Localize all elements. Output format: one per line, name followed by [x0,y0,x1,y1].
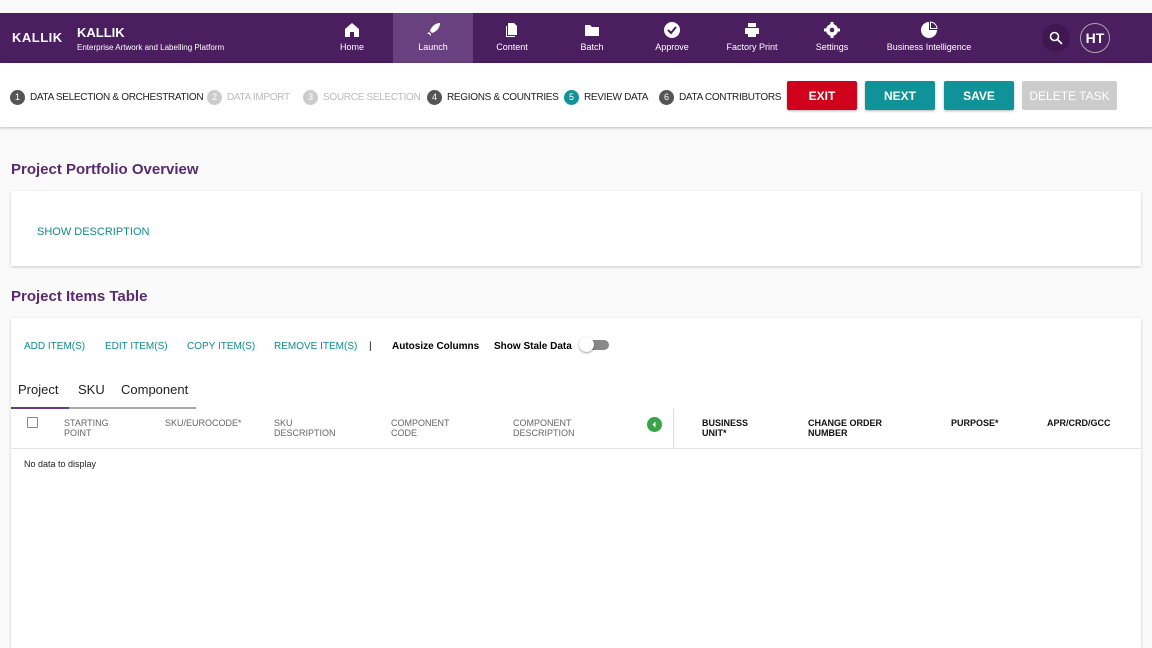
items-card: ADD ITEM(S) EDIT ITEM(S) COPY ITEM(S) RE… [11,318,1141,648]
next-button[interactable]: NEXT [865,81,935,110]
column-header: CHANGE ORDER NUMBER [808,418,883,438]
nav-label: Home [339,42,364,52]
home-icon [345,23,359,37]
search-icon [1049,31,1063,45]
exit-button[interactable]: EXIT [787,81,857,110]
kallik-logo[interactable]: KALLIK [12,30,63,45]
add-items-button[interactable]: ADD ITEM(S) [24,341,86,352]
gear-icon [824,22,840,38]
column-header: SKU/EUROCODE* [165,418,242,428]
show-stale-data-label: Show Stale Data [494,341,572,352]
step-6[interactable]: 6 DATA CONTRIBUTORS [659,90,781,105]
nav-settings[interactable]: Settings [792,13,872,63]
step-label: REGIONS & COUNTRIES [447,92,559,103]
step-label: REVIEW DATA [584,92,649,103]
collapse-columns-button[interactable] [647,417,662,432]
top-nav-bar: KALLIK KALLIK Enterprise Artwork and Lab… [0,13,1152,63]
empty-table-message: No data to display [24,459,97,469]
step-number: 4 [427,90,442,105]
delete-task-button[interactable]: DELETE TASK [1022,81,1117,110]
nav-factory-print[interactable]: Factory Print [712,13,792,63]
column-header: BUSINESS UNIT* [702,418,749,438]
column-header: APR/CRD/GCC [1047,418,1111,428]
nav-label: Batch [580,42,604,52]
nav-label: Settings [815,42,849,52]
folder-icon [585,25,599,36]
copy-items-button[interactable]: COPY ITEM(S) [187,341,256,352]
nav-content[interactable]: Content [472,13,552,63]
brand-name: KALLIK [77,25,125,40]
tab-sku[interactable]: SKU [78,382,105,397]
nav-home[interactable]: Home [312,13,392,63]
step-2[interactable]: 2 DATA IMPORT [207,90,290,105]
items-table-title: Project Items Table [11,288,148,305]
column-header: SKU DESCRIPTION [274,418,336,438]
wizard-stepper: 1 DATA SELECTION & ORCHESTRATION 2 DATA IMP… [0,63,1152,127]
step-5[interactable]: 5 REVIEW DATA [564,90,648,105]
printer-icon [745,23,759,37]
nav-launch[interactable]: Launch [393,13,473,63]
save-button[interactable]: SAVE [944,81,1014,110]
caret-left-icon [652,421,656,428]
tab-underline [11,407,196,409]
tab-component[interactable]: Component [121,382,189,397]
pinned-divider [673,409,674,449]
column-header: PURPOSE* [951,418,999,428]
tab-project[interactable]: Project [18,382,59,397]
column-header: COMPONENT DESCRIPTION [513,418,575,438]
portfolio-title: Project Portfolio Overview [11,161,199,178]
portfolio-card: SHOW DESCRIPTION [11,191,1141,266]
column-header: STARTING POINT [64,418,109,438]
step-1[interactable]: 1 DATA SELECTION & ORCHESTRATION [10,90,204,105]
nav-business-intelligence[interactable]: Business Intelligence [879,13,979,63]
check-circle-icon [664,22,680,38]
step-number: 5 [564,90,579,105]
show-stale-data-toggle[interactable] [579,337,609,352]
step-number: 1 [10,90,25,105]
nav-label: Business Intelligence [886,42,972,52]
rocket-icon [427,23,440,36]
document-icon [506,23,517,37]
nav-label: Launch [418,42,448,52]
nav-approve[interactable]: Approve [632,13,712,63]
column-header: COMPONENT CODE [391,418,450,438]
edit-items-button[interactable]: EDIT ITEM(S) [105,341,168,352]
brand-tagline: Enterprise Artwork and Labelling Platfor… [77,43,225,52]
nav-batch[interactable]: Batch [552,13,632,63]
separator: | [369,341,372,352]
step-label: DATA CONTRIBUTORS [679,92,782,103]
autosize-columns-button[interactable]: Autosize Columns [392,341,480,352]
user-avatar[interactable]: HT [1080,23,1110,53]
pie-chart-icon [921,21,938,38]
step-label: DATA SELECTION & ORCHESTRATION [30,92,204,103]
search-button[interactable] [1042,24,1070,52]
step-3[interactable]: 3 SOURCE SELECTION [303,90,421,105]
show-description-link[interactable]: SHOW DESCRIPTION [37,226,150,238]
step-label: SOURCE SELECTION [323,92,421,103]
nav-label: Content [496,42,528,52]
table-header: STARTING POINT SKU/EUROCODE* SKU DESCRIPTI… [11,409,1141,449]
remove-items-button[interactable]: REMOVE ITEM(S) [274,341,358,352]
select-all-checkbox[interactable] [27,417,38,428]
step-number: 2 [207,90,222,105]
nav-label: Factory Print [726,42,778,52]
nav-label: Approve [655,42,689,52]
step-label: DATA IMPORT [227,92,290,103]
step-4[interactable]: 4 REGIONS & COUNTRIES [427,90,559,105]
step-number: 6 [659,90,674,105]
step-number: 3 [303,90,318,105]
active-tab-indicator [11,407,69,409]
